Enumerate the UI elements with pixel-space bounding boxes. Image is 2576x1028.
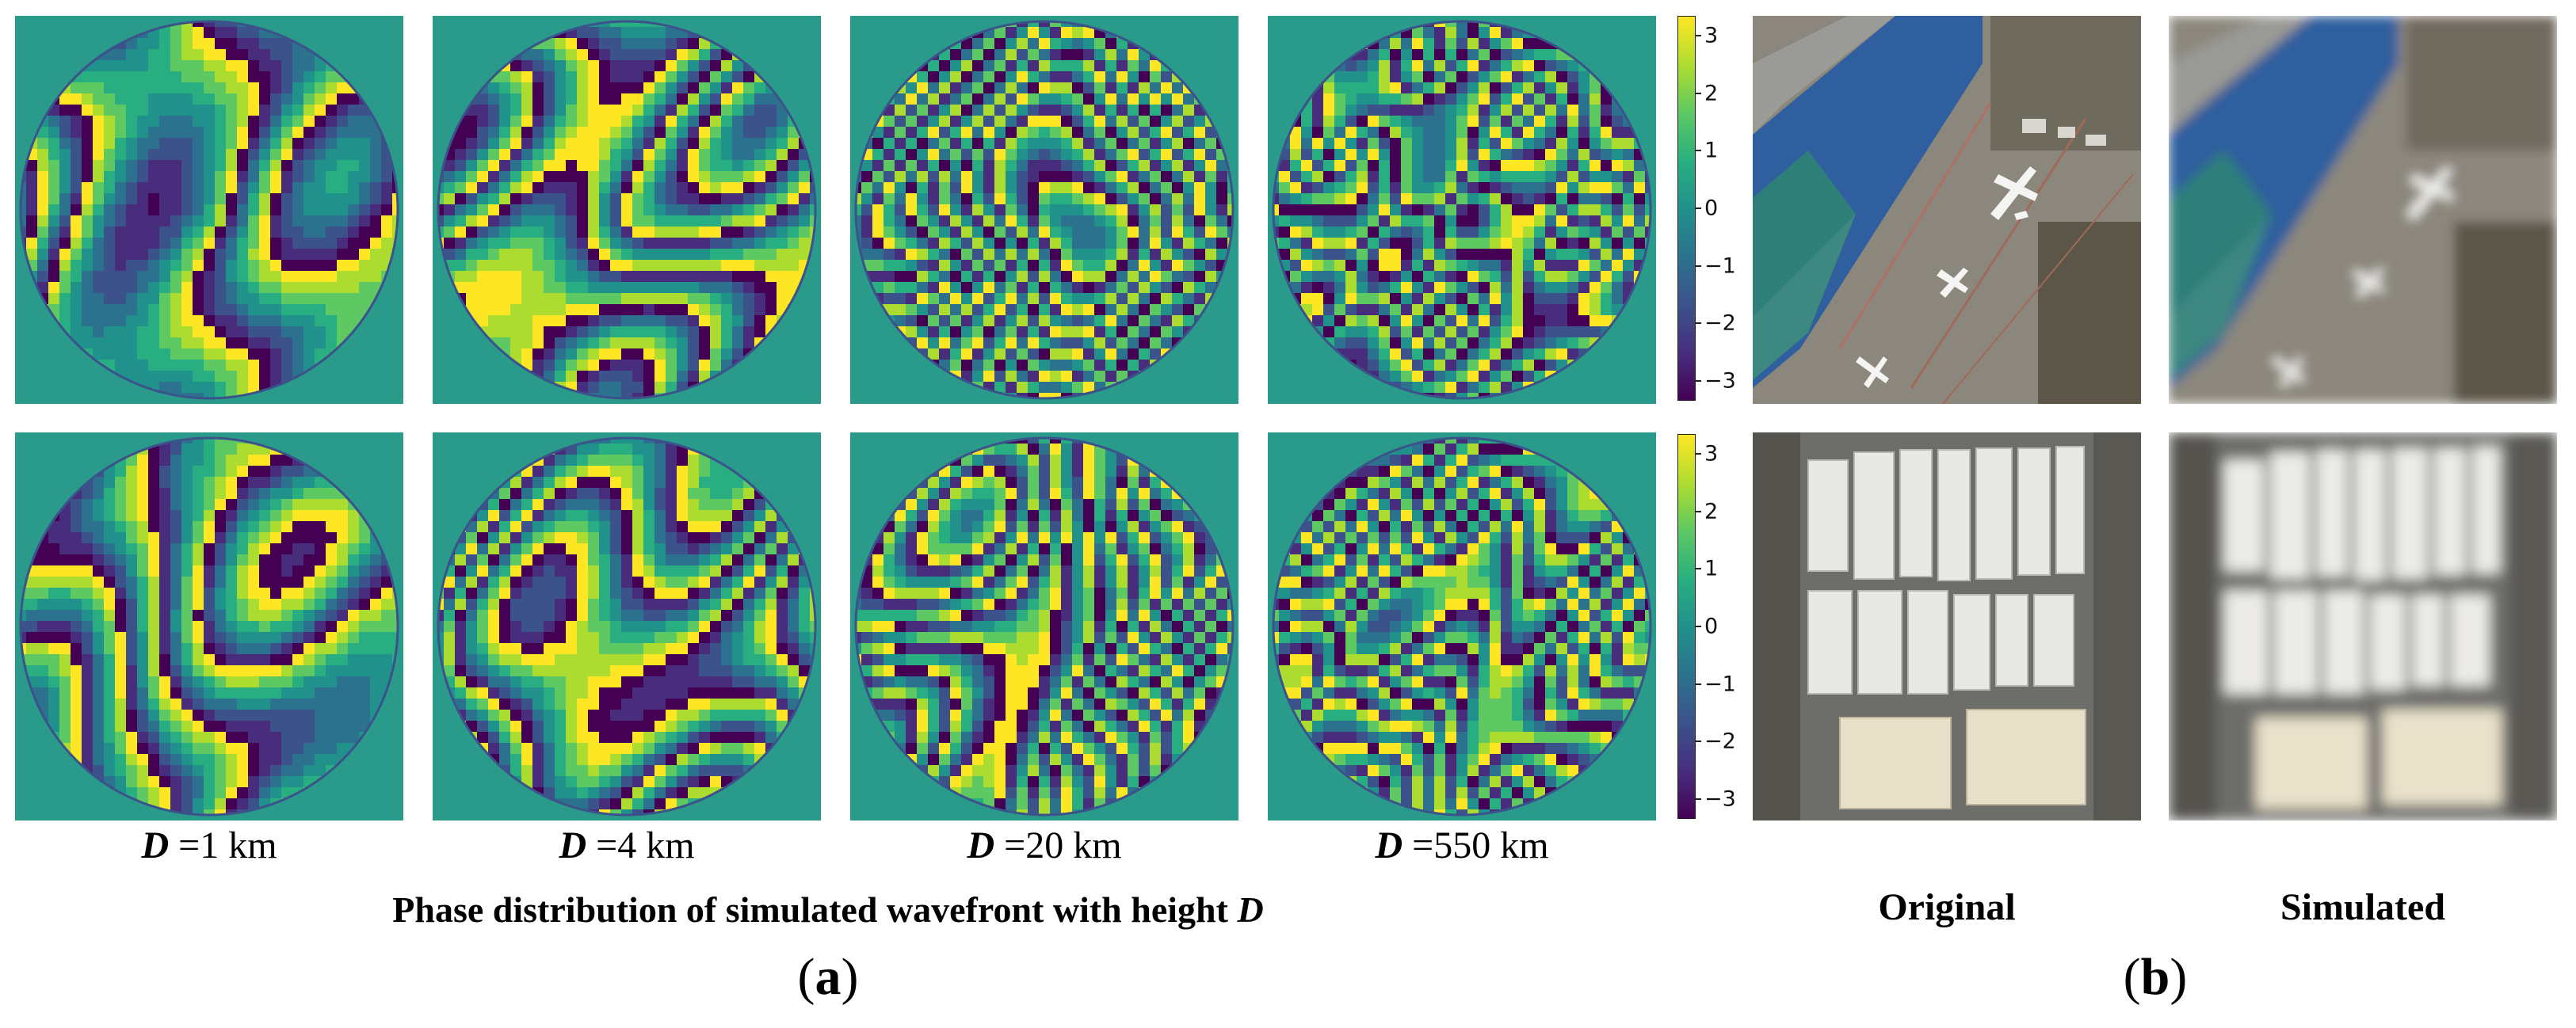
- phase-caption: Phase distribution of simulated wavefron…: [0, 889, 1656, 931]
- subfigure-label-b: (b): [2076, 947, 2234, 1007]
- colorbar-tick-label: 1: [1704, 139, 1718, 163]
- colorbar-tick-label: 1: [1704, 557, 1718, 581]
- phase-map: [433, 16, 821, 404]
- phase-panel: [850, 16, 1238, 404]
- phase-map: [433, 432, 821, 820]
- airport-scene-simulated: [2169, 16, 2557, 404]
- warehouse-scene-simulated: [2169, 432, 2557, 820]
- colorbar-gradient: [1677, 434, 1696, 819]
- phase-panel: [1268, 16, 1656, 404]
- phase-panel: [15, 432, 403, 820]
- airport-scene-original: [1753, 16, 2141, 404]
- column-header-original: Original: [1753, 885, 2141, 929]
- colorbar-tick: [1696, 453, 1701, 455]
- height-label-2: D =4 km: [433, 824, 821, 867]
- colorbar-gradient: [1677, 16, 1696, 401]
- colorbar-tick-label: 2: [1704, 82, 1718, 106]
- phase-panel: [433, 16, 821, 404]
- column-header-simulated: Simulated: [2169, 885, 2557, 929]
- aerial-original-airport: [1753, 16, 2141, 404]
- aerial-simulated-airport: [2169, 16, 2557, 404]
- aerial-simulated-warehouses: [2169, 432, 2557, 820]
- phase-panel: [850, 432, 1238, 820]
- phase-map: [1268, 16, 1656, 404]
- colorbar-tick: [1696, 626, 1701, 627]
- colorbar-tick: [1696, 380, 1701, 382]
- colorbar-tick: [1696, 798, 1701, 800]
- aerial-original-warehouses: [1753, 432, 2141, 820]
- colorbar-tick-label: −2: [1704, 311, 1736, 336]
- phase-map: [850, 16, 1238, 404]
- colorbar-tick-label: 3: [1704, 442, 1718, 466]
- colorbar-tick: [1696, 93, 1701, 94]
- height-label-1: D =1 km: [15, 824, 403, 867]
- phase-map: [15, 432, 403, 820]
- height-label-4: D =550 km: [1268, 824, 1656, 867]
- colorbar-tick-label: −3: [1704, 787, 1736, 812]
- colorbar-tick-label: −1: [1704, 254, 1736, 279]
- colorbar-tick-label: 0: [1704, 615, 1718, 639]
- colorbar-tick-label: 2: [1704, 500, 1718, 524]
- warehouse-scene-original: [1753, 432, 2141, 820]
- colorbar-tick: [1696, 741, 1701, 742]
- colorbar-tick: [1696, 322, 1701, 324]
- phase-panel: [1268, 432, 1656, 820]
- colorbar-tick: [1696, 150, 1701, 151]
- colorbar-tick: [1696, 683, 1701, 685]
- height-label-3: D =20 km: [850, 824, 1238, 867]
- phase-map: [15, 16, 403, 404]
- phase-panel: [15, 16, 403, 404]
- colorbar-tick: [1696, 35, 1701, 36]
- colorbar-tick-label: 0: [1704, 196, 1718, 221]
- colorbar-tick-label: 3: [1704, 24, 1718, 48]
- subfigure-label-a: (a): [749, 947, 907, 1007]
- phase-map: [850, 432, 1238, 820]
- colorbar-tick-label: −1: [1704, 672, 1736, 697]
- colorbar-tick: [1696, 511, 1701, 512]
- colorbar-tick-label: −3: [1704, 369, 1736, 394]
- phase-panel: [433, 432, 821, 820]
- phase-map: [1268, 432, 1656, 820]
- colorbar-tick: [1696, 265, 1701, 267]
- colorbar-tick: [1696, 208, 1701, 209]
- colorbar-tick-label: −2: [1704, 729, 1736, 754]
- colorbar-tick: [1696, 568, 1701, 569]
